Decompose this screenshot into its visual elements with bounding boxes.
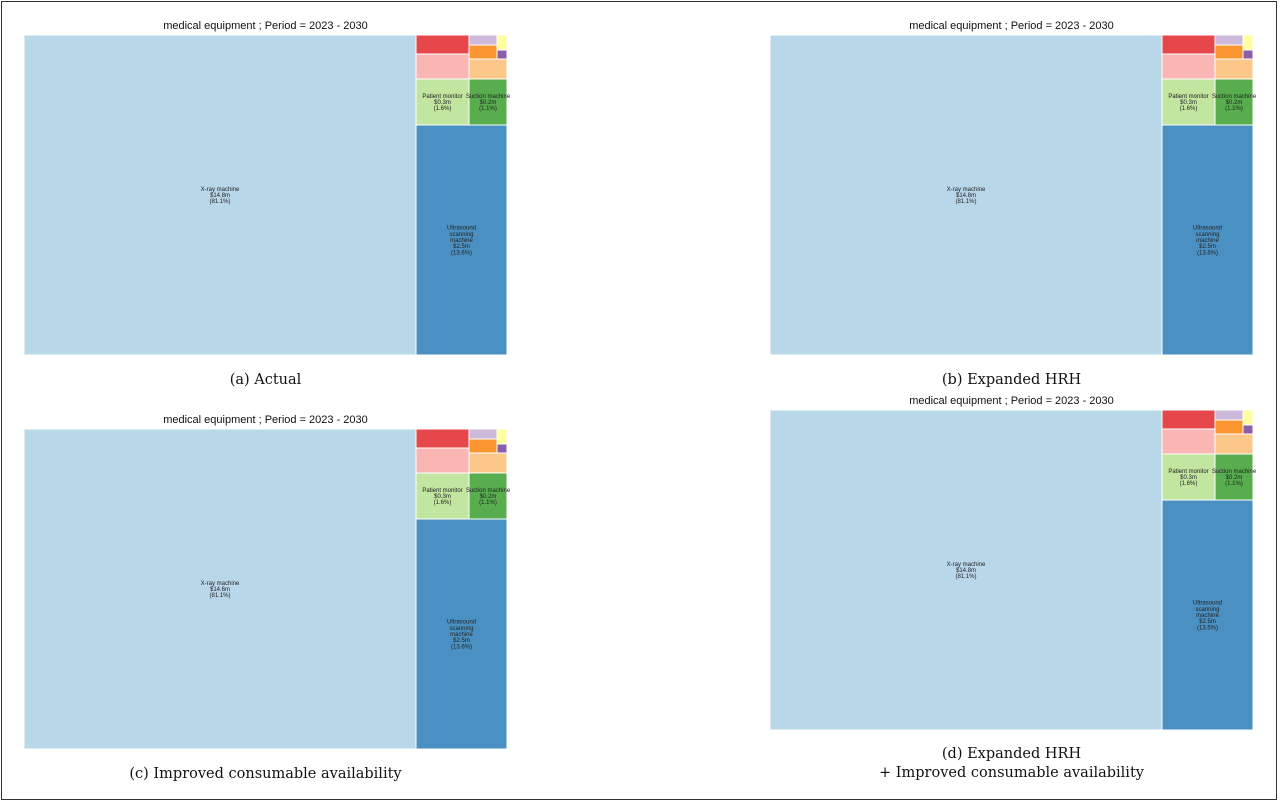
treemap-tile [1214, 453, 1254, 501]
treemap-tile [23, 34, 417, 356]
treemap-tile [468, 452, 508, 474]
tile-label: Patient monitor $0.3m (1.6%) [422, 94, 462, 112]
caption-line: + Improved consumable availability [879, 765, 1144, 781]
treemap-tile [415, 447, 470, 474]
treemap-tile [1214, 419, 1244, 435]
tile-label: Suction machine $0.2m (1.1%) [466, 488, 511, 506]
treemap-tile [496, 443, 508, 454]
chart-title: medical equipment ; Period = 2023 - 2030 [163, 20, 368, 32]
treemap-tile [496, 34, 508, 51]
treemap-d: X-ray machine $14.8m (81.1%) Ultrasound scan… [769, 409, 1257, 731]
treemap-b: X-ray machine $14.8m (81.1%) Ultrasound scan… [769, 34, 1257, 356]
treemap-tile [496, 428, 508, 445]
treemap-a: X-ray machine $14.8m (81.1%) Ultrasound scan… [23, 34, 511, 356]
treemap-tile [1214, 58, 1254, 80]
treemap-tile [23, 428, 417, 750]
treemap-tile [415, 53, 470, 80]
tile-label: Suction machine $0.2m (1.1%) [1212, 469, 1257, 487]
treemap-tile [415, 78, 470, 126]
tile-label: Ultrasound scanning machine $2.5m (13.5%) [1193, 601, 1222, 632]
caption-line: (b) Expanded HRH [941, 372, 1082, 388]
tile-label: Patient monitor $0.3m (1.6%) [1168, 94, 1208, 112]
treemap-tile [1161, 53, 1216, 80]
caption-line: (a) Actual [229, 372, 302, 388]
treemap-tile [1214, 409, 1244, 421]
tile-label: Suction machine $0.2m (1.1%) [1212, 94, 1257, 112]
treemap-tile [1242, 409, 1254, 426]
treemap-tile [468, 44, 498, 60]
treemap-tile [468, 34, 498, 46]
treemap-tile [1214, 78, 1254, 126]
caption-d: (d) Expanded HRH + Improved consumable a… [770, 745, 1253, 783]
tile-label: Patient monitor $0.3m (1.6%) [422, 488, 462, 506]
treemap-tile [415, 518, 508, 750]
treemap-tile [468, 472, 508, 520]
tile-label: X-ray machine $14.8m (81.1%) [201, 187, 240, 205]
treemap-c: X-ray machine $14.6m (81.1%) Ultrasound scan… [23, 428, 511, 750]
treemap-tile [1161, 409, 1216, 430]
treemap-tile [1242, 34, 1254, 51]
caption-line: (c) Improved consumable availability [129, 766, 402, 782]
tile-label: Suction machine $0.2m (1.1%) [466, 94, 511, 112]
tile-label: Patient monitor $0.3m (1.6%) [1168, 469, 1208, 487]
treemap-tile [468, 428, 498, 440]
treemap-tile [468, 438, 498, 454]
treemap-tile [1161, 124, 1254, 356]
treemap-tile [769, 409, 1163, 731]
treemap-tile [496, 49, 508, 60]
chart-title: medical equipment ; Period = 2023 - 2030 [909, 395, 1114, 407]
caption-c: (c) Improved consumable availability [24, 765, 507, 784]
treemap-tile [1214, 44, 1244, 60]
chart-title: medical equipment ; Period = 2023 - 2030 [163, 414, 368, 426]
tile-label: Ultrasound scanning machine $2.5m (13.6%) [447, 620, 476, 651]
caption-a: (a) Actual [24, 371, 507, 390]
tile-label: Ultrasound scanning machine $2.5m (13.6%) [1193, 226, 1222, 257]
treemap-tile [468, 78, 508, 126]
treemap-tile [1161, 34, 1216, 55]
treemap-tile [1242, 49, 1254, 60]
caption-b: (b) Expanded HRH [770, 371, 1253, 390]
tile-label: X-ray machine $14.6m (81.1%) [201, 581, 240, 599]
tile-label: X-ray machine $14.8m (81.1%) [947, 187, 986, 205]
treemap-tile [415, 428, 470, 449]
tile-label: Ultrasound scanning machine $2.5m (13.6%) [447, 226, 476, 257]
tile-label: X-ray machine $14.8m (81.1%) [947, 562, 986, 580]
treemap-tile [468, 58, 508, 80]
treemap-tile [415, 34, 470, 55]
treemap-tile [1161, 78, 1216, 126]
treemap-tile [1214, 34, 1244, 46]
treemap-tile [1242, 424, 1254, 435]
treemap-tile [1214, 433, 1254, 455]
chart-title: medical equipment ; Period = 2023 - 2030 [909, 20, 1114, 32]
caption-line: (d) Expanded HRH [941, 746, 1082, 762]
treemap-tile [1161, 428, 1216, 455]
treemap-tile [769, 34, 1163, 356]
